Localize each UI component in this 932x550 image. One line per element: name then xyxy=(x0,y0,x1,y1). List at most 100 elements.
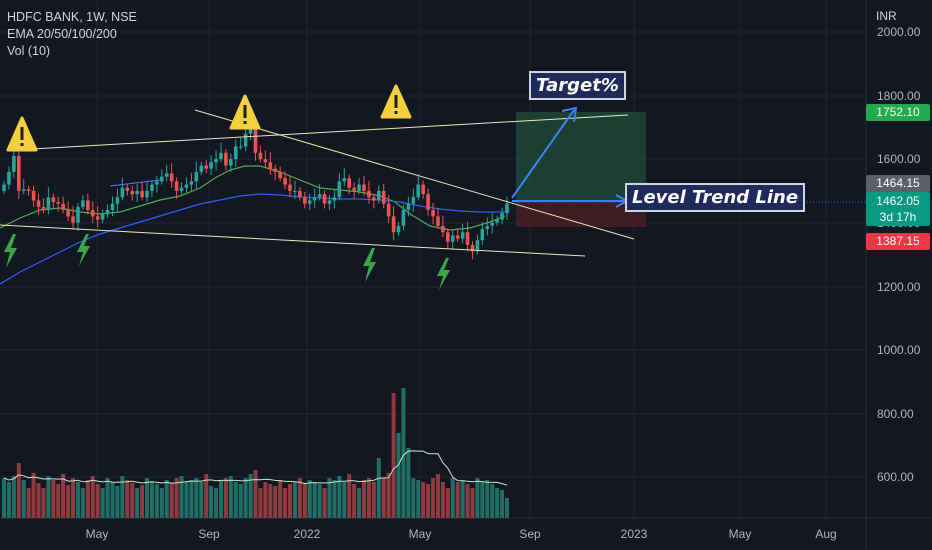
candle xyxy=(36,200,41,207)
upper-trend-line[interactable] xyxy=(14,114,629,151)
symbol-title[interactable]: HDFC BANK, 1W, NSE xyxy=(7,10,137,24)
stop-zone[interactable] xyxy=(516,202,646,227)
candle xyxy=(238,146,243,148)
volume-bar xyxy=(376,458,381,518)
lightning-icon xyxy=(363,248,376,282)
candle xyxy=(278,171,282,179)
volume-bar xyxy=(440,482,445,518)
candle xyxy=(317,194,322,198)
candle xyxy=(160,176,164,182)
y-tick-label: 1200.00 xyxy=(877,280,921,294)
x-tick-label: May xyxy=(728,527,752,541)
candle xyxy=(125,187,130,191)
volume-bar xyxy=(480,482,485,518)
lower-trend-line[interactable] xyxy=(0,224,586,257)
candle xyxy=(41,206,46,210)
candle xyxy=(145,190,149,198)
target-zone[interactable] xyxy=(516,112,646,202)
volume-bar xyxy=(149,482,154,518)
volume-indicator-label[interactable]: Vol (10) xyxy=(7,44,51,58)
volume-bar xyxy=(140,485,145,518)
volume-bar xyxy=(41,488,46,518)
volume-bar xyxy=(302,484,307,518)
volume-bar xyxy=(56,484,61,518)
candle xyxy=(199,165,204,172)
candle xyxy=(263,159,268,163)
candle xyxy=(229,159,233,166)
volume-bar xyxy=(61,474,66,518)
volume-bar xyxy=(21,480,26,518)
candle xyxy=(505,203,509,214)
volume-bar xyxy=(253,470,258,518)
volume-bar xyxy=(361,480,366,518)
candle xyxy=(16,155,21,191)
volume-bar xyxy=(426,484,431,518)
bar-countdown: 3d 17h xyxy=(879,210,917,224)
warning-icon xyxy=(229,94,261,130)
candle xyxy=(110,203,115,210)
candle xyxy=(248,127,253,134)
candle xyxy=(426,194,430,210)
volume-bar xyxy=(154,484,159,518)
volume-bar xyxy=(66,485,71,518)
last-price-value: 1462.05 xyxy=(876,194,920,208)
candle xyxy=(61,203,65,210)
volume-bar xyxy=(278,480,283,518)
candle xyxy=(441,225,445,233)
y-tick-label: 1600.00 xyxy=(877,152,921,166)
x-tick-label: 2022 xyxy=(293,527,321,541)
candle xyxy=(86,200,90,210)
volume-bar xyxy=(455,482,460,518)
candle xyxy=(66,210,70,217)
candle xyxy=(490,222,495,226)
candle xyxy=(81,200,85,207)
volume-bar xyxy=(248,474,253,518)
volume-bar xyxy=(406,448,411,518)
lightning-icon xyxy=(77,234,90,266)
volume-bar xyxy=(120,476,125,518)
volume-bar xyxy=(243,478,248,518)
volume-bar xyxy=(490,484,495,518)
candle xyxy=(470,244,475,252)
last-price-tag: 1462.05 3d 17h xyxy=(866,192,930,226)
volume-bar xyxy=(416,480,421,518)
volume-bar xyxy=(445,488,450,518)
volume-bars xyxy=(2,388,509,518)
volume-bar xyxy=(327,478,332,518)
candle xyxy=(500,213,504,220)
candle xyxy=(367,190,371,198)
volume-bar xyxy=(283,488,288,518)
candle xyxy=(258,152,263,160)
candle xyxy=(169,173,174,182)
volume-bar xyxy=(322,488,327,518)
trend-note[interactable]: Level Trend Line xyxy=(625,183,806,212)
volume-bar xyxy=(431,478,436,518)
volume-bar xyxy=(204,474,209,518)
volume-bar xyxy=(105,478,110,518)
volume-bar xyxy=(366,478,371,518)
target-note[interactable]: Target% xyxy=(529,71,626,100)
candle xyxy=(209,162,213,169)
currency-label: INR xyxy=(876,9,897,23)
candle xyxy=(105,210,110,214)
y-tick-label: 1000.00 xyxy=(877,343,921,357)
y-tick-label: 2000.00 xyxy=(877,25,921,39)
target-arrow[interactable] xyxy=(511,106,578,199)
volume-bar xyxy=(228,476,233,518)
volume-bar xyxy=(312,482,317,518)
candle xyxy=(436,216,440,226)
candle xyxy=(376,190,381,201)
candle xyxy=(194,171,199,182)
volume-bar xyxy=(36,483,41,518)
minor-trend-line[interactable] xyxy=(109,179,161,187)
descending-trend-line[interactable] xyxy=(194,109,635,240)
volume-bar xyxy=(268,484,273,518)
volume-bar xyxy=(505,498,509,518)
ema-indicator-label[interactable]: EMA 20/50/100/200 xyxy=(7,27,117,41)
volume-bar xyxy=(475,478,480,518)
volume-bar xyxy=(435,474,440,518)
volume-bar xyxy=(110,482,115,518)
candle xyxy=(233,146,238,160)
candle xyxy=(416,184,421,198)
